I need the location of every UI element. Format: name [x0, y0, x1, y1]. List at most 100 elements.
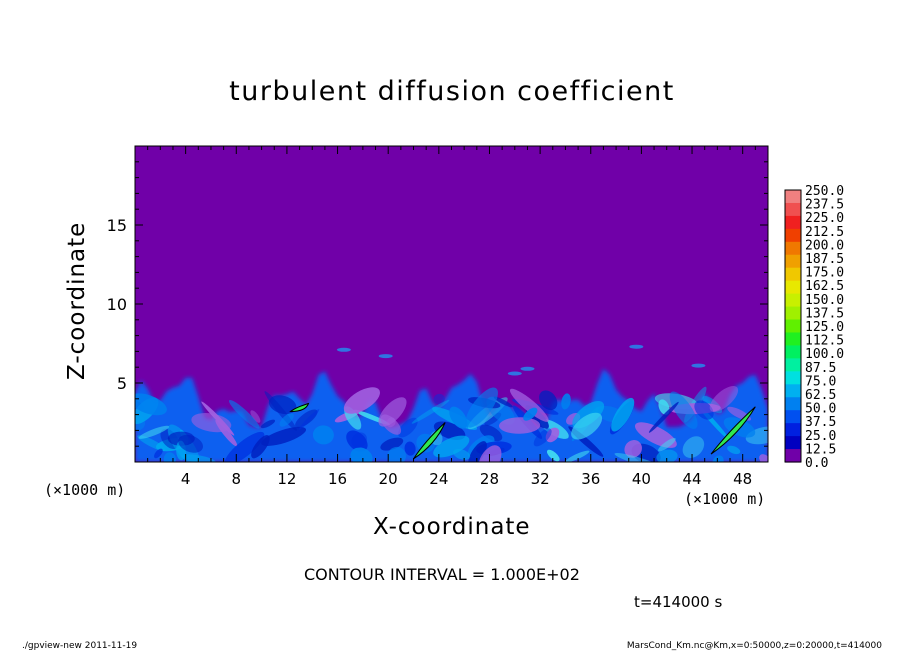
colorbar-swatch — [785, 423, 801, 437]
colorbar-frame — [784, 189, 802, 463]
turbulent-eddy — [433, 435, 470, 458]
colorbar-swatch — [785, 384, 801, 398]
colorbar-label: 25.0 — [805, 429, 836, 444]
turbulent-eddy — [299, 409, 320, 430]
x-tick-label: 24 — [429, 470, 448, 488]
turbulent-eddy — [250, 410, 261, 423]
colorbar-label: 162.5 — [805, 279, 844, 294]
colorbar-swatch — [785, 371, 801, 385]
turbulent-eddy — [343, 387, 380, 414]
footer-right: MarsCond_Km.nc@Km,x=0:50000,z=0:20000,t=… — [626, 641, 882, 651]
turbulent-eddy — [648, 401, 679, 433]
colorbar-label: 137.5 — [805, 306, 844, 321]
turbulent-eddy — [449, 406, 468, 429]
turbulent-eddy — [138, 425, 170, 439]
turbulent-wisp — [629, 344, 644, 349]
contour-region — [289, 402, 310, 412]
x-axis-label: X-coordinate — [373, 514, 531, 540]
turbulent-eddy — [479, 424, 503, 442]
colorbar-label: 200.0 — [805, 238, 844, 253]
turbulent-eddy — [398, 417, 418, 438]
x-tick-label: 20 — [379, 470, 398, 488]
turbulent-eddy — [669, 391, 698, 429]
colorbar-label: 212.5 — [805, 225, 844, 240]
turbulence-field — [135, 344, 768, 462]
turbulent-eddy — [279, 413, 294, 427]
colorbar-label: 12.5 — [805, 442, 836, 457]
turbulent-eddy — [682, 436, 705, 458]
turbulent-eddy — [154, 448, 163, 459]
colorbar: 250.0237.5225.0212.5200.0187.5175.0162.5… — [784, 184, 844, 471]
colorbar-swatch — [785, 267, 801, 282]
turbulent-eddy — [261, 426, 307, 446]
colorbar-swatch — [785, 436, 801, 450]
x-tick-label: 12 — [277, 470, 296, 488]
colorbar-label: 50.0 — [805, 402, 836, 417]
x-tick-label: 44 — [682, 470, 701, 488]
colorbar-label: 250.0 — [805, 184, 844, 199]
x-tick-label: 48 — [733, 470, 752, 488]
colorbar-swatch — [785, 306, 801, 321]
y-tick-label: 10 — [107, 295, 127, 314]
turbulent-eddy — [351, 432, 367, 448]
colorbar-label: 237.5 — [805, 198, 844, 213]
turbulent-eddy — [465, 387, 498, 428]
colorbar-swatch — [785, 215, 801, 230]
colorbar-swatch — [785, 293, 801, 308]
colorbar-label: 62.5 — [805, 388, 836, 403]
colorbar-swatch — [785, 397, 801, 411]
turbulent-eddy — [614, 452, 665, 462]
turbulent-eddy — [727, 445, 741, 455]
turbulent-wisp — [507, 371, 522, 376]
colorbar-label: 150.0 — [805, 293, 844, 308]
x-tick-label: 8 — [232, 470, 242, 488]
colorbar-label: 37.5 — [805, 415, 836, 430]
x-unit-label-left: (×1000 m) — [44, 481, 126, 499]
turbulent-eddy — [658, 399, 670, 415]
turbulent-eddy — [346, 430, 368, 452]
turbulent-eddy — [224, 431, 265, 462]
x-tick-label: 32 — [531, 470, 550, 488]
colorbar-swatch — [785, 280, 801, 295]
colorbar-swatch — [785, 228, 801, 243]
colorbar-swatch — [785, 190, 801, 204]
turbulent-eddy — [658, 437, 676, 452]
turbulent-eddy — [656, 449, 678, 462]
colorbar-label: 75.0 — [805, 374, 836, 389]
turbulent-eddy — [453, 448, 471, 460]
turbulent-eddy — [533, 428, 552, 447]
turbulent-eddy — [411, 399, 450, 424]
turbulent-eddy — [565, 450, 590, 462]
turbulent-eddy — [545, 427, 560, 443]
x-tick-label: 4 — [181, 470, 191, 488]
colorbar-label: 175.0 — [805, 266, 844, 281]
y-axis: 5 10 15 — [107, 161, 768, 447]
turbulent-eddy — [694, 400, 714, 420]
footer-left: ./gpview-new 2011-11-19 — [22, 641, 138, 651]
turbulent-eddy — [404, 441, 416, 456]
contour-region — [413, 422, 446, 460]
colorbar-swatch — [785, 254, 801, 269]
turbulent-eddy — [433, 393, 445, 405]
turbulent-eddy — [178, 434, 203, 453]
turbulent-eddy — [228, 399, 260, 429]
colorbar-swatch — [785, 410, 801, 424]
x-axis: 4 8 12 16 20 24 28 32 36 40 44 48 — [147, 146, 769, 488]
y-tick-label: 15 — [107, 216, 127, 235]
colorbar-swatch — [785, 202, 801, 217]
colorbar-swatch — [785, 449, 801, 463]
turbulent-eddy — [561, 393, 571, 410]
y-axis-label: Z-coordinate — [64, 221, 90, 380]
x-tick-label: 40 — [632, 470, 651, 488]
turbulent-eddy — [539, 390, 558, 411]
x-tick-label: 28 — [480, 470, 499, 488]
turbulent-eddy — [611, 397, 635, 432]
turbulent-wisp — [378, 354, 393, 359]
turbulent-wisp — [520, 366, 535, 371]
chart-title: turbulent diffusion coefficient — [229, 76, 675, 107]
turbulent-eddy — [509, 388, 549, 422]
time-label: t=414000 s — [634, 593, 723, 611]
contour-interval-text: CONTOUR INTERVAL = 1.000E+02 — [304, 565, 580, 584]
turbulent-eddy — [624, 440, 642, 458]
turbulent-wisp — [691, 363, 706, 368]
